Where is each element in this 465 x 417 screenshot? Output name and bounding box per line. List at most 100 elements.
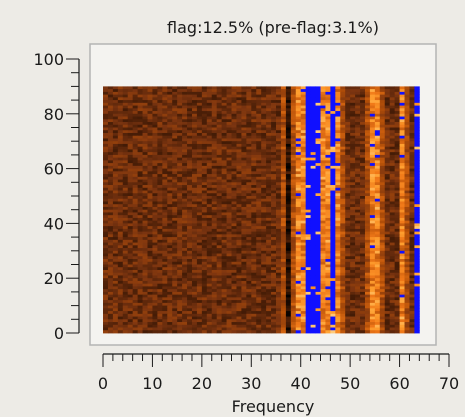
heatmap-cell xyxy=(374,119,381,123)
heatmap-cell xyxy=(409,149,415,153)
heatmap-cell xyxy=(340,157,346,161)
heatmap-cell xyxy=(117,283,124,287)
heatmap-cell xyxy=(191,261,198,265)
heatmap-cell xyxy=(379,143,386,148)
heatmap-cell xyxy=(117,297,124,301)
heatmap-cell xyxy=(271,242,277,246)
heatmap-cell xyxy=(172,278,178,282)
heatmap-cell xyxy=(280,297,287,301)
heatmap-cell xyxy=(290,275,297,279)
heatmap-cell xyxy=(305,152,311,156)
heatmap-cell xyxy=(127,198,134,202)
heatmap-cell xyxy=(241,231,247,235)
heatmap-cell xyxy=(305,245,311,249)
heatmap-cell xyxy=(409,217,415,222)
heatmap-cell xyxy=(152,206,158,211)
heatmap-cell xyxy=(295,248,302,252)
heatmap-cell xyxy=(177,294,183,298)
heatmap-cell xyxy=(107,261,114,265)
heatmap-cell xyxy=(315,176,321,180)
heatmap-cell xyxy=(330,275,336,279)
heatmap-cell xyxy=(300,127,307,131)
heatmap-cell xyxy=(384,146,391,150)
heatmap-cell xyxy=(152,264,158,268)
heatmap-cell xyxy=(117,185,124,189)
heatmap-cell xyxy=(182,226,188,230)
heatmap-cell xyxy=(251,261,257,265)
heatmap-cell xyxy=(187,204,193,208)
heatmap-cell xyxy=(137,286,143,290)
heatmap-cell xyxy=(325,193,331,197)
heatmap-cell xyxy=(300,250,307,254)
heatmap-cell xyxy=(389,294,396,298)
heatmap-cell xyxy=(122,264,129,268)
heatmap-cell xyxy=(236,176,242,180)
heatmap-cell xyxy=(107,190,114,194)
heatmap-cell xyxy=(132,267,138,271)
heatmap-cell xyxy=(384,226,391,230)
heatmap-cell xyxy=(142,267,148,271)
heatmap-cell xyxy=(137,223,143,227)
heatmap-cell xyxy=(280,264,287,268)
heatmap-cell xyxy=(271,269,277,274)
heatmap-cell xyxy=(384,185,391,189)
heatmap-cell xyxy=(256,291,262,296)
heatmap-cell xyxy=(112,261,119,265)
heatmap-cell xyxy=(216,94,223,98)
heatmap-cell xyxy=(211,226,218,230)
heatmap-cell xyxy=(226,280,232,285)
heatmap-cell xyxy=(107,259,114,263)
heatmap-cell xyxy=(335,124,341,128)
heatmap-cell xyxy=(216,89,223,93)
heatmap-cell xyxy=(182,190,188,194)
heatmap-cell xyxy=(414,228,420,233)
heatmap-cell xyxy=(221,86,227,90)
heatmap-cell xyxy=(206,250,213,254)
heatmap-cell xyxy=(261,196,267,200)
heatmap-cell xyxy=(107,253,114,257)
heatmap-cell xyxy=(112,86,119,90)
heatmap-cell xyxy=(379,209,386,213)
heatmap-cell xyxy=(379,89,386,93)
heatmap-cell xyxy=(315,206,321,211)
heatmap-cell xyxy=(280,206,287,211)
heatmap-cell xyxy=(305,256,311,260)
heatmap-cell xyxy=(226,259,232,263)
heatmap-cell xyxy=(177,182,183,186)
heatmap-cell xyxy=(271,196,277,200)
heatmap-cell xyxy=(345,171,351,175)
heatmap-cell xyxy=(107,187,114,191)
heatmap-cell xyxy=(414,152,420,156)
heatmap-cell xyxy=(320,119,326,123)
heatmap-cell xyxy=(132,182,138,186)
heatmap-cell xyxy=(330,113,336,117)
heatmap-cell xyxy=(137,242,143,246)
heatmap-cell xyxy=(191,264,198,268)
heatmap-cell xyxy=(409,127,415,131)
heatmap-cell xyxy=(206,226,213,230)
heatmap-cell xyxy=(320,187,326,191)
heatmap-cell xyxy=(157,272,163,276)
heatmap-cell xyxy=(266,239,272,243)
heatmap-cell xyxy=(364,283,371,287)
heatmap-cell xyxy=(335,141,341,145)
heatmap-cell xyxy=(122,127,129,131)
heatmap-cell xyxy=(117,138,124,142)
heatmap-cell xyxy=(187,212,193,216)
heatmap-cell xyxy=(310,261,316,265)
heatmap-cell xyxy=(211,163,218,167)
heatmap-cell xyxy=(399,108,405,112)
heatmap-cell xyxy=(231,286,237,290)
heatmap-cell xyxy=(103,174,109,178)
heatmap-cell xyxy=(103,220,109,224)
heatmap-cell xyxy=(201,209,208,213)
heatmap-cell xyxy=(276,152,282,156)
heatmap-cell xyxy=(241,141,247,145)
heatmap-cell xyxy=(216,111,223,115)
heatmap-cell xyxy=(369,286,376,290)
heatmap-cell xyxy=(409,231,415,235)
heatmap-cell xyxy=(246,198,252,202)
heatmap-cell xyxy=(152,242,158,246)
heatmap-cell xyxy=(310,163,316,167)
heatmap-cell xyxy=(211,100,218,104)
